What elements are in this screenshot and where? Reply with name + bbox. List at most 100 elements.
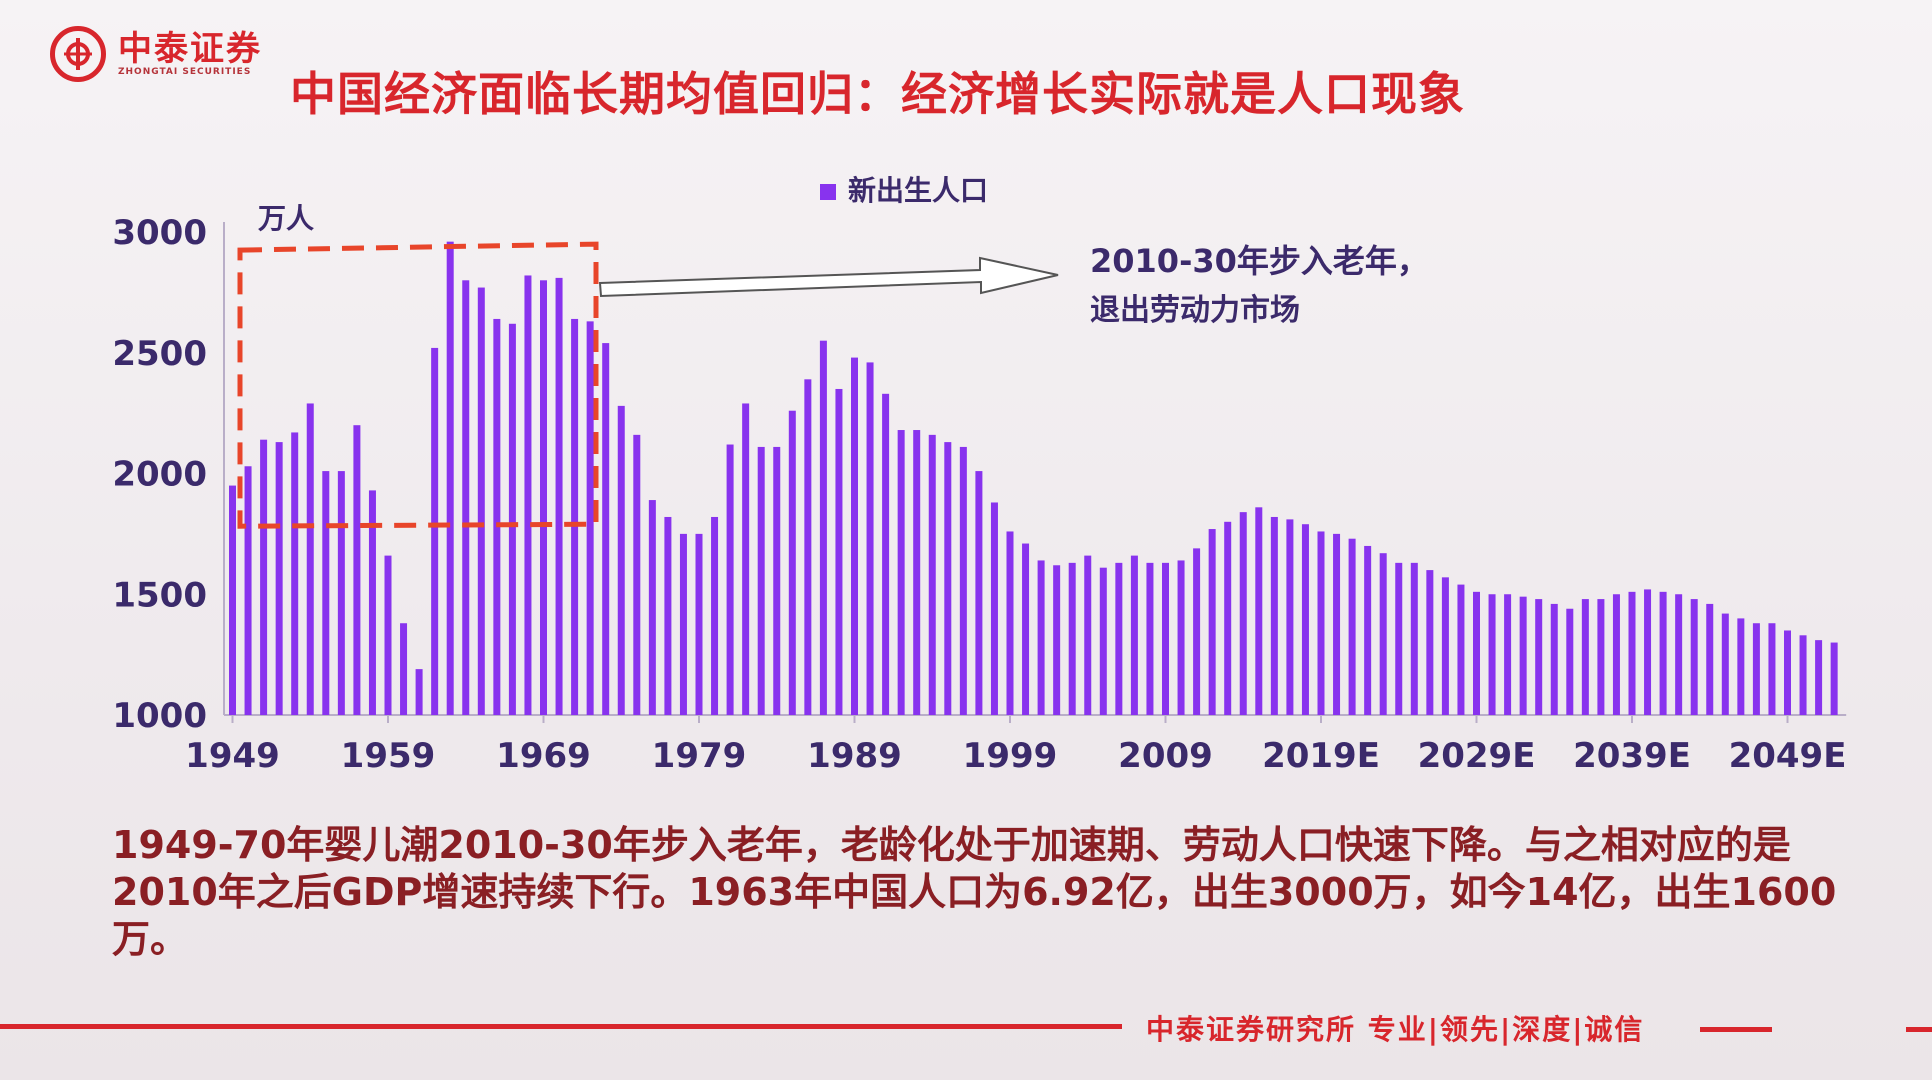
bar — [244, 466, 252, 715]
x-tick-label: 1959 — [341, 736, 436, 776]
bar — [1301, 524, 1309, 715]
births-chart: 1000 1500 2000 2500 3000 万人 1949 1959 1969 1979 19… — [112, 174, 1847, 776]
bar — [524, 275, 532, 715]
bar — [1022, 543, 1030, 715]
bar — [1581, 599, 1589, 715]
bar — [1675, 594, 1683, 715]
bar — [275, 442, 283, 715]
bar — [1270, 516, 1278, 715]
bar — [353, 425, 361, 715]
x-tick-label: 2039E — [1573, 736, 1691, 776]
bar — [679, 533, 687, 715]
bar — [306, 403, 314, 715]
bar — [773, 446, 781, 715]
bar — [1488, 594, 1496, 715]
bar — [1255, 507, 1263, 715]
bar — [633, 434, 641, 715]
bar — [1115, 562, 1123, 715]
bar — [990, 502, 998, 715]
bar — [1830, 642, 1838, 715]
bar — [1752, 623, 1760, 715]
bar — [1162, 562, 1169, 715]
bar — [384, 555, 392, 715]
bar — [1519, 596, 1527, 715]
bar — [648, 500, 656, 715]
annotation-arrow — [598, 256, 1059, 298]
bar — [1799, 635, 1807, 715]
y-tick-label: 1500 — [112, 575, 207, 615]
bar — [866, 362, 874, 715]
bar — [586, 321, 594, 715]
bar — [1395, 562, 1403, 715]
legend-swatch — [820, 184, 836, 200]
y-tick-label: 3000 — [112, 213, 207, 253]
bar — [1597, 599, 1605, 715]
chart-svg: 1000 1500 2000 2500 3000 万人 1949 1959 1969 1979 19… — [112, 174, 1847, 776]
bar — [1037, 560, 1045, 715]
x-tick-label: 2029E — [1418, 736, 1536, 776]
bar — [1706, 603, 1714, 715]
bar — [1628, 591, 1636, 715]
bar — [602, 343, 610, 715]
bar — [1006, 531, 1014, 715]
bar — [1690, 599, 1698, 715]
bar — [1737, 618, 1745, 715]
bar — [1364, 545, 1372, 715]
bar — [291, 432, 299, 715]
bar — [788, 410, 796, 715]
footer-divider-left — [0, 1024, 1122, 1029]
bar — [1473, 591, 1480, 715]
bar — [804, 379, 812, 715]
body-text: 1949-70年婴儿潮2010-30年步入老年，老龄化处于加速期、劳动人口快速下… — [112, 823, 1837, 961]
bar — [882, 393, 890, 715]
bar — [1504, 594, 1512, 715]
bar — [1193, 548, 1201, 715]
logo-english-name: ZHONGTAI SECURITIES — [118, 67, 252, 77]
bar — [1426, 570, 1434, 715]
brand-logo: 中泰证券 ZHONGTAI SECURITIES — [50, 26, 262, 82]
bar — [1535, 599, 1543, 715]
bar — [1317, 531, 1325, 715]
bar — [835, 388, 843, 715]
bar — [1410, 562, 1418, 715]
bar — [571, 318, 579, 715]
bar — [555, 277, 563, 715]
bar — [229, 485, 236, 715]
bar — [260, 439, 268, 715]
bar — [477, 287, 485, 715]
x-tick-label: 2049E — [1729, 736, 1847, 776]
bar — [742, 403, 750, 715]
legend-label: 新出生人口 — [848, 174, 988, 207]
bar — [1068, 562, 1076, 715]
bar — [415, 669, 423, 715]
bar — [1815, 640, 1823, 715]
x-tick-label: 2009 — [1118, 736, 1213, 776]
bar — [1084, 555, 1092, 715]
footer-divider-edge — [1906, 1027, 1932, 1032]
bar — [975, 471, 983, 715]
x-tick-label: 1989 — [807, 736, 902, 776]
bar — [617, 405, 625, 715]
bar — [431, 347, 439, 715]
y-unit-label: 万人 — [258, 202, 314, 235]
bar — [1239, 512, 1247, 715]
bar — [1379, 553, 1387, 715]
bar — [1566, 608, 1574, 715]
bar — [959, 446, 967, 715]
bar — [508, 323, 516, 715]
bar — [400, 623, 408, 715]
bar — [1768, 623, 1776, 715]
x-tick-label: 1979 — [652, 736, 747, 776]
bar — [462, 280, 470, 715]
x-tick-label: 1969 — [496, 736, 591, 776]
bar — [711, 516, 719, 715]
bar — [1333, 533, 1341, 715]
bar — [695, 533, 703, 715]
bar — [897, 430, 905, 715]
bar — [928, 434, 936, 715]
footer-tagline: 中泰证券研究所 专业|领先|深度|诚信 — [1146, 1013, 1645, 1046]
bar — [1659, 591, 1667, 715]
bar — [322, 471, 330, 715]
y-tick-label: 1000 — [112, 696, 207, 736]
